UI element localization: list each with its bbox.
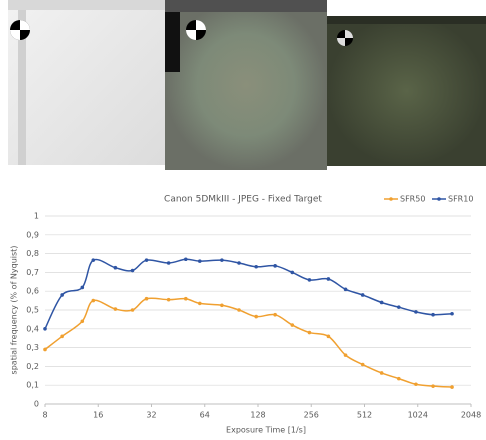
series-line [45,298,452,387]
data-point [60,293,64,297]
data-point [131,269,135,273]
data-point [450,385,454,389]
data-point [397,377,401,381]
data-point [397,305,401,309]
y-tick-label: 1 [34,212,39,221]
data-point [380,371,384,375]
y-tick-label: 0,4 [26,324,39,333]
y-axis-label: spatial frequency (% of Nyquist) [10,246,19,375]
legend-label: SFR10 [448,195,473,204]
y-tick-label: 0 [34,400,39,409]
data-point [431,384,435,388]
data-point [220,304,224,308]
data-point [344,353,348,357]
y-tick-label: 0,3 [26,343,39,352]
series-line [45,259,452,329]
x-tick-label: 32 [146,411,156,420]
data-point [290,271,294,275]
data-point [184,297,188,301]
data-point [237,261,241,265]
y-tick-label: 0,7 [26,268,39,277]
data-point [308,331,312,335]
data-point [290,323,294,327]
data-point [198,302,202,306]
data-point [344,288,348,292]
data-point [114,266,118,270]
y-tick-label: 0,1 [26,381,39,390]
data-point [80,319,84,323]
data-point [91,299,95,303]
y-tick-label: 0,5 [26,306,39,315]
data-point [43,348,47,352]
y-tick-label: 0,6 [26,287,39,296]
data-point [60,335,64,339]
data-point [237,308,241,312]
data-point [198,259,202,263]
data-point [80,286,84,290]
data-point [254,315,258,319]
data-point [220,258,224,262]
y-tick-label: 0,2 [26,362,39,371]
data-point [184,257,188,261]
data-point [145,297,149,301]
data-point [145,258,149,262]
image-bright [8,0,165,165]
legend-marker [437,197,441,201]
data-point [380,301,384,305]
data-point [167,298,171,302]
data-point [361,363,365,367]
data-point [114,307,118,311]
sample-images [8,0,486,170]
data-point [131,308,135,312]
data-point [327,277,331,281]
x-tick-label: 512 [357,411,372,420]
data-point [414,310,418,314]
data-point [273,264,277,268]
page: Canon 5DMkIII - JPEG - Fixed Target Expo… [0,0,486,436]
legend-label: SFR50 [400,195,425,204]
chart-title: Canon 5DMkIII - JPEG - Fixed Target [164,195,322,205]
x-tick-label: 16 [93,411,103,420]
x-tick-label: 2048 [461,411,481,420]
x-axis-label: Exposure Time [1/s] [226,426,306,435]
x-tick-label: 256 [304,411,319,420]
data-point [43,327,47,331]
data-point [254,265,258,269]
x-tick-label: 8 [42,411,47,420]
data-point [273,313,277,317]
data-point [308,278,312,282]
data-point [91,258,95,262]
data-point [450,312,454,316]
data-point [414,382,418,386]
legend-marker [389,197,393,201]
data-point [327,335,331,339]
y-tick-label: 0,8 [26,249,39,258]
x-tick-label: 64 [200,411,210,420]
data-point [361,293,365,297]
x-tick-label: 128 [250,411,265,420]
x-tick-label: 1024 [408,411,428,420]
y-tick-label: 0,9 [26,230,39,239]
data-point [167,261,171,265]
data-point [431,313,435,317]
